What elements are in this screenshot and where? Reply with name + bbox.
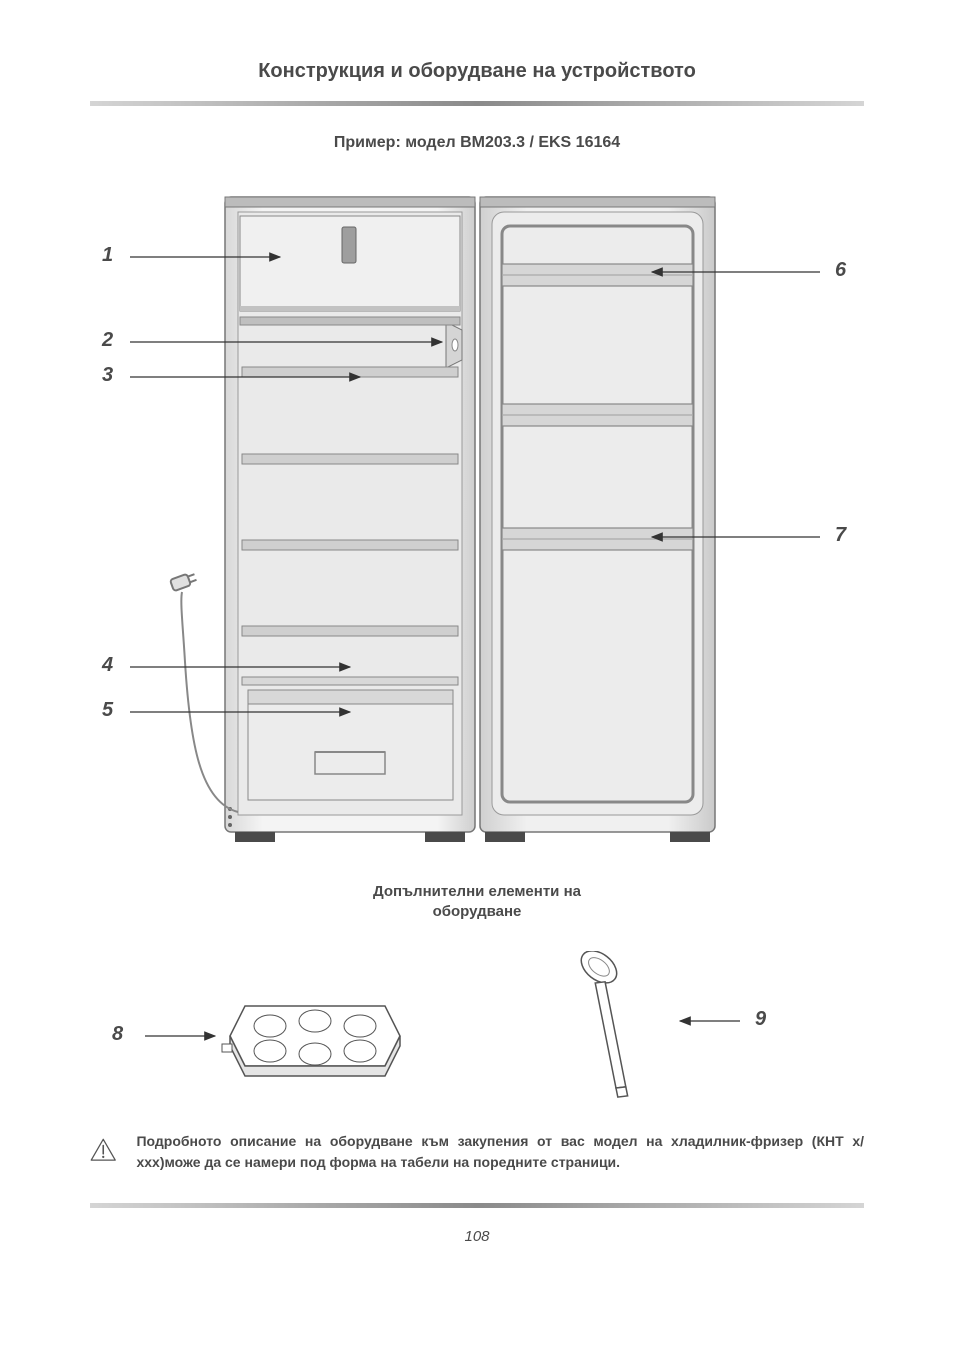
bottom-rule	[90, 1203, 864, 1208]
accessories-diagram: 8 9	[90, 951, 864, 1101]
page-number: 108	[90, 1228, 864, 1245]
callout-2: 2	[102, 329, 113, 352]
accessories-heading-line1: Допълнителни елементи на	[373, 883, 581, 900]
egg-tray-icon	[222, 1006, 400, 1076]
crisper-drawer	[248, 690, 453, 800]
accessories-svg	[90, 951, 864, 1101]
freezer-flap	[240, 216, 460, 311]
door	[480, 197, 715, 842]
fridge-svg	[90, 182, 864, 862]
callout-6: 6	[835, 259, 846, 282]
scraper-icon	[527, 951, 687, 1101]
cabinet-body	[225, 197, 475, 842]
callout-9: 9	[755, 1008, 766, 1031]
top-rule	[90, 101, 864, 106]
door-bins	[502, 264, 693, 550]
page: Конструкция и оборудване на устройството…	[0, 0, 954, 1285]
accessories-heading: Допълнителни елементи на оборудване	[90, 882, 864, 921]
note-row: Подробното описание на оборудване към за…	[90, 1131, 864, 1173]
page-title: Конструкция и оборудване на устройството	[90, 60, 864, 83]
callout-5: 5	[102, 699, 113, 722]
callout-1: 1	[102, 244, 113, 267]
example-subtitle: Пример: модел BM203.3 / EKS 16164	[90, 134, 864, 152]
accessories-heading-line2: оборудване	[433, 903, 522, 920]
warning-icon	[90, 1131, 116, 1169]
note-text: Подробното описание на оборудване към за…	[136, 1131, 864, 1173]
fridge-diagram: 1 2 3 4 5 6 7	[90, 182, 864, 862]
power-cord	[170, 571, 238, 812]
callout-4: 4	[102, 654, 113, 677]
callout-7: 7	[835, 524, 846, 547]
light-cover	[446, 322, 462, 368]
callout-3: 3	[102, 364, 113, 387]
callout-8: 8	[112, 1023, 123, 1046]
shelves	[242, 367, 458, 685]
